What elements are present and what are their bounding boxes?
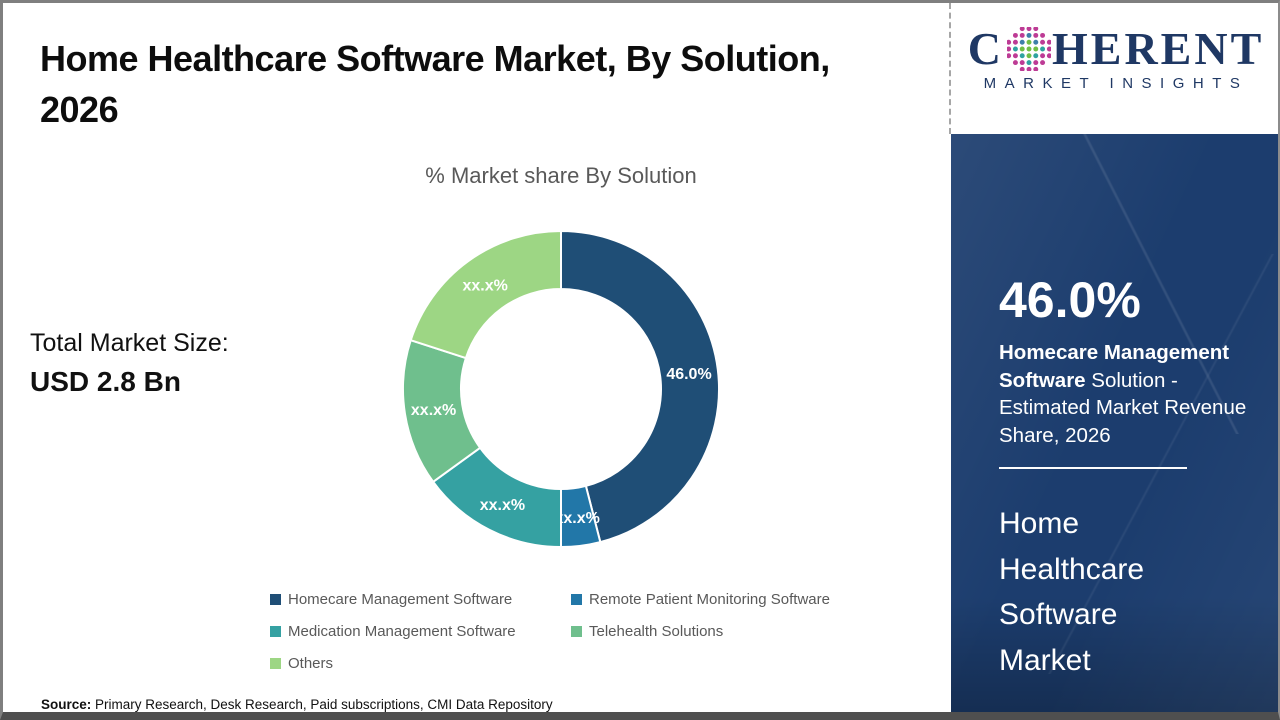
globe-dot <box>1012 39 1018 45</box>
globe-dot <box>1019 39 1025 45</box>
globe-dot <box>1040 60 1046 66</box>
globe-dot <box>1046 46 1051 52</box>
source-label: Source: <box>41 697 92 712</box>
highlight-description-bold: Homecare Management Software <box>999 341 1230 392</box>
globe-dot <box>1006 39 1012 45</box>
legend-item-1: Homecare Management Software <box>270 591 571 608</box>
globe-dot <box>1006 53 1012 59</box>
globe-dot <box>1026 32 1032 38</box>
donut-slice-label-4: xx.x% <box>411 402 456 419</box>
logo-text-start: C <box>967 23 1004 74</box>
globe-dot <box>1006 46 1012 52</box>
globe-dot <box>1012 32 1018 38</box>
globe-dot <box>1026 39 1032 45</box>
globe-dot <box>1040 39 1046 45</box>
chart-panel: Home Healthcare Software Market, By Solu… <box>3 3 950 712</box>
legend-swatch-icon <box>270 658 281 669</box>
legend-label: Others <box>288 655 334 672</box>
legend-label: Telehealth Solutions <box>589 623 724 640</box>
legend-label: Remote Patient Monitoring Software <box>589 591 830 608</box>
globe-dot <box>1040 32 1046 38</box>
globe-dot <box>1019 53 1025 59</box>
sidebar: 46.0% Homecare Management Software Solut… <box>951 134 1278 712</box>
logo-text-end: HERENT <box>1051 23 1265 74</box>
highlight-percentage: 46.0% <box>999 272 1141 328</box>
page-title-line2: 2026 <box>40 89 119 130</box>
page-title: Home Healthcare Software Market, By Solu… <box>40 33 920 135</box>
total-market-size-value: USD 2.8 Bn <box>30 366 181 397</box>
donut-slice-label-2: xx.x% <box>555 510 600 527</box>
legend-item-2: Remote Patient Monitoring Software <box>571 591 830 608</box>
brand-logo: C HERENT MARKET INSIGHTS <box>951 3 1278 134</box>
chart-legend: Homecare Management Software Remote Patie… <box>270 591 830 672</box>
donut-slice-label-5: xx.x% <box>463 278 508 295</box>
globe-dot <box>1033 60 1039 66</box>
dashed-divider <box>949 3 951 134</box>
logo-subtitle: MARKET INSIGHTS <box>983 75 1249 92</box>
legend-label: Medication Management Software <box>288 623 516 640</box>
report-market-name: Home Healthcare Software Market <box>999 507 1145 677</box>
globe-dot <box>1033 46 1039 52</box>
legend-label: Homecare Management Software <box>288 591 513 608</box>
globe-dot <box>1026 53 1032 59</box>
globe-dot <box>1019 66 1025 71</box>
legend-item-5: Others <box>270 655 571 672</box>
legend-item-3: Medication Management Software <box>270 623 571 640</box>
legend-item-4: Telehealth Solutions <box>571 623 830 640</box>
source-text: Primary Research, Desk Research, Paid su… <box>91 697 553 712</box>
legend-swatch-icon <box>270 594 281 605</box>
globe-dot <box>1019 32 1025 38</box>
coherent-globe-icon <box>1006 27 1051 71</box>
globe-dot <box>1033 39 1039 45</box>
globe-dot <box>1026 60 1032 66</box>
globe-dot <box>1033 53 1039 59</box>
globe-dot <box>1012 53 1018 59</box>
globe-dot <box>1033 27 1039 32</box>
donut-slice-label-1: 46.0% <box>666 366 711 383</box>
sidebar-divider <box>999 467 1187 469</box>
chart-title: % Market share By Solution <box>425 163 697 188</box>
donut-slice-5 <box>409 230 562 360</box>
globe-dot <box>1026 66 1032 71</box>
total-market-size: Total Market Size: USD 2.8 Bn <box>30 329 229 398</box>
highlight-description-rest: Solution - Estimated Market Revenue Shar… <box>999 368 1247 447</box>
globe-dot <box>1019 27 1025 32</box>
globe-dot <box>1046 39 1051 45</box>
logo-row: C HERENT <box>951 23 1278 74</box>
globe-dot <box>1012 60 1018 66</box>
globe-dot <box>1033 66 1039 71</box>
donut-slice-1 <box>560 230 721 544</box>
total-market-size-label: Total Market Size: <box>30 329 229 357</box>
globe-dot <box>1019 60 1025 66</box>
globe-dot <box>1040 53 1046 59</box>
globe-dot <box>1026 27 1032 32</box>
source-line: Source: Primary Research, Desk Research,… <box>41 697 553 712</box>
globe-dot <box>1019 46 1025 52</box>
globe-dot <box>1026 46 1032 52</box>
highlight-description: Homecare Management Software Solution - … <box>999 339 1247 449</box>
globe-dot <box>1046 53 1051 59</box>
legend-swatch-icon <box>571 594 582 605</box>
globe-dot <box>1033 32 1039 38</box>
donut-chart-svg: 46.0% xx.x% xx.x% xx.x% xx.x% <box>402 230 721 548</box>
page-title-line1: Home Healthcare Software Market, By Solu… <box>40 38 830 79</box>
legend-swatch-icon <box>571 626 582 637</box>
globe-dot <box>1012 46 1018 52</box>
donut-chart: 46.0% xx.x% xx.x% xx.x% xx.x% <box>399 227 723 551</box>
globe-dot <box>1040 46 1046 52</box>
legend-swatch-icon <box>270 626 281 637</box>
donut-slice-label-3: xx.x% <box>480 497 525 514</box>
